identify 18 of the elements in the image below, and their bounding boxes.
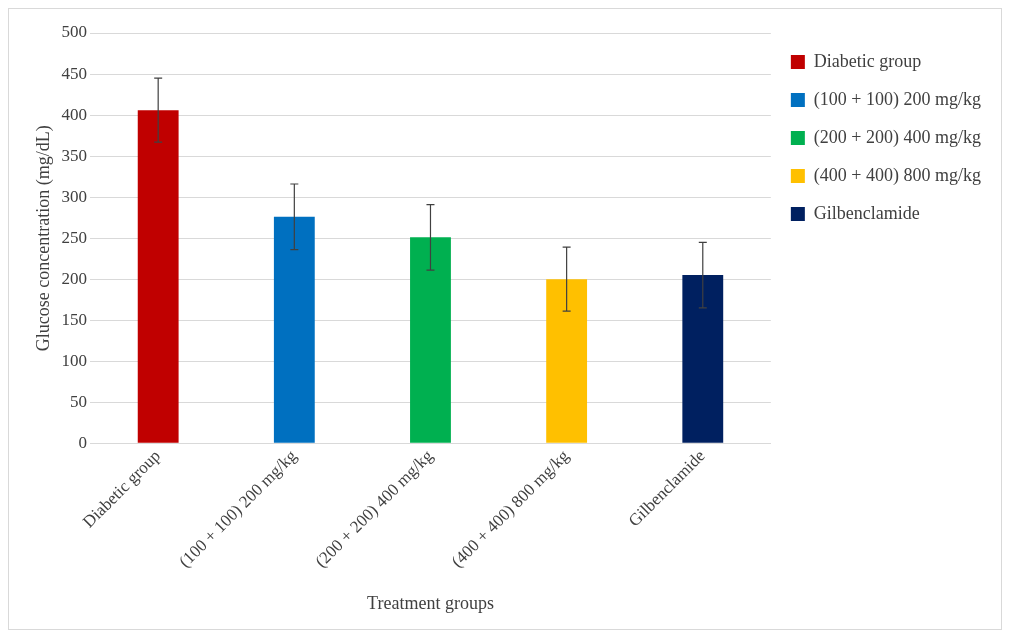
y-tick-label: 200 bbox=[61, 268, 88, 288]
y-tick-label: 350 bbox=[61, 145, 88, 165]
y-tick-label: 400 bbox=[61, 104, 88, 124]
legend-label: Diabetic group bbox=[813, 50, 922, 71]
y-tick-label: 100 bbox=[61, 350, 88, 370]
y-axis-title: Glucose concentration (mg/dL) bbox=[32, 125, 54, 352]
legend-label: (400 + 400) 800 mg/kg bbox=[813, 164, 982, 186]
y-tick-label: 150 bbox=[61, 309, 88, 329]
y-tick-label: 0 bbox=[78, 432, 88, 452]
x-axis-title: Treatment groups bbox=[367, 592, 494, 613]
legend-label: (100 + 100) 200 mg/kg bbox=[813, 88, 982, 110]
y-tick-label: 450 bbox=[61, 63, 88, 83]
y-tick-label: 300 bbox=[61, 186, 88, 206]
y-tick-label: 50 bbox=[70, 391, 88, 411]
y-tick-label: 250 bbox=[61, 227, 88, 247]
legend-label: (200 + 200) 400 mg/kg bbox=[813, 126, 982, 148]
y-tick-label: 500 bbox=[61, 22, 88, 42]
legend-label: Gilbenclamide bbox=[813, 202, 920, 223]
